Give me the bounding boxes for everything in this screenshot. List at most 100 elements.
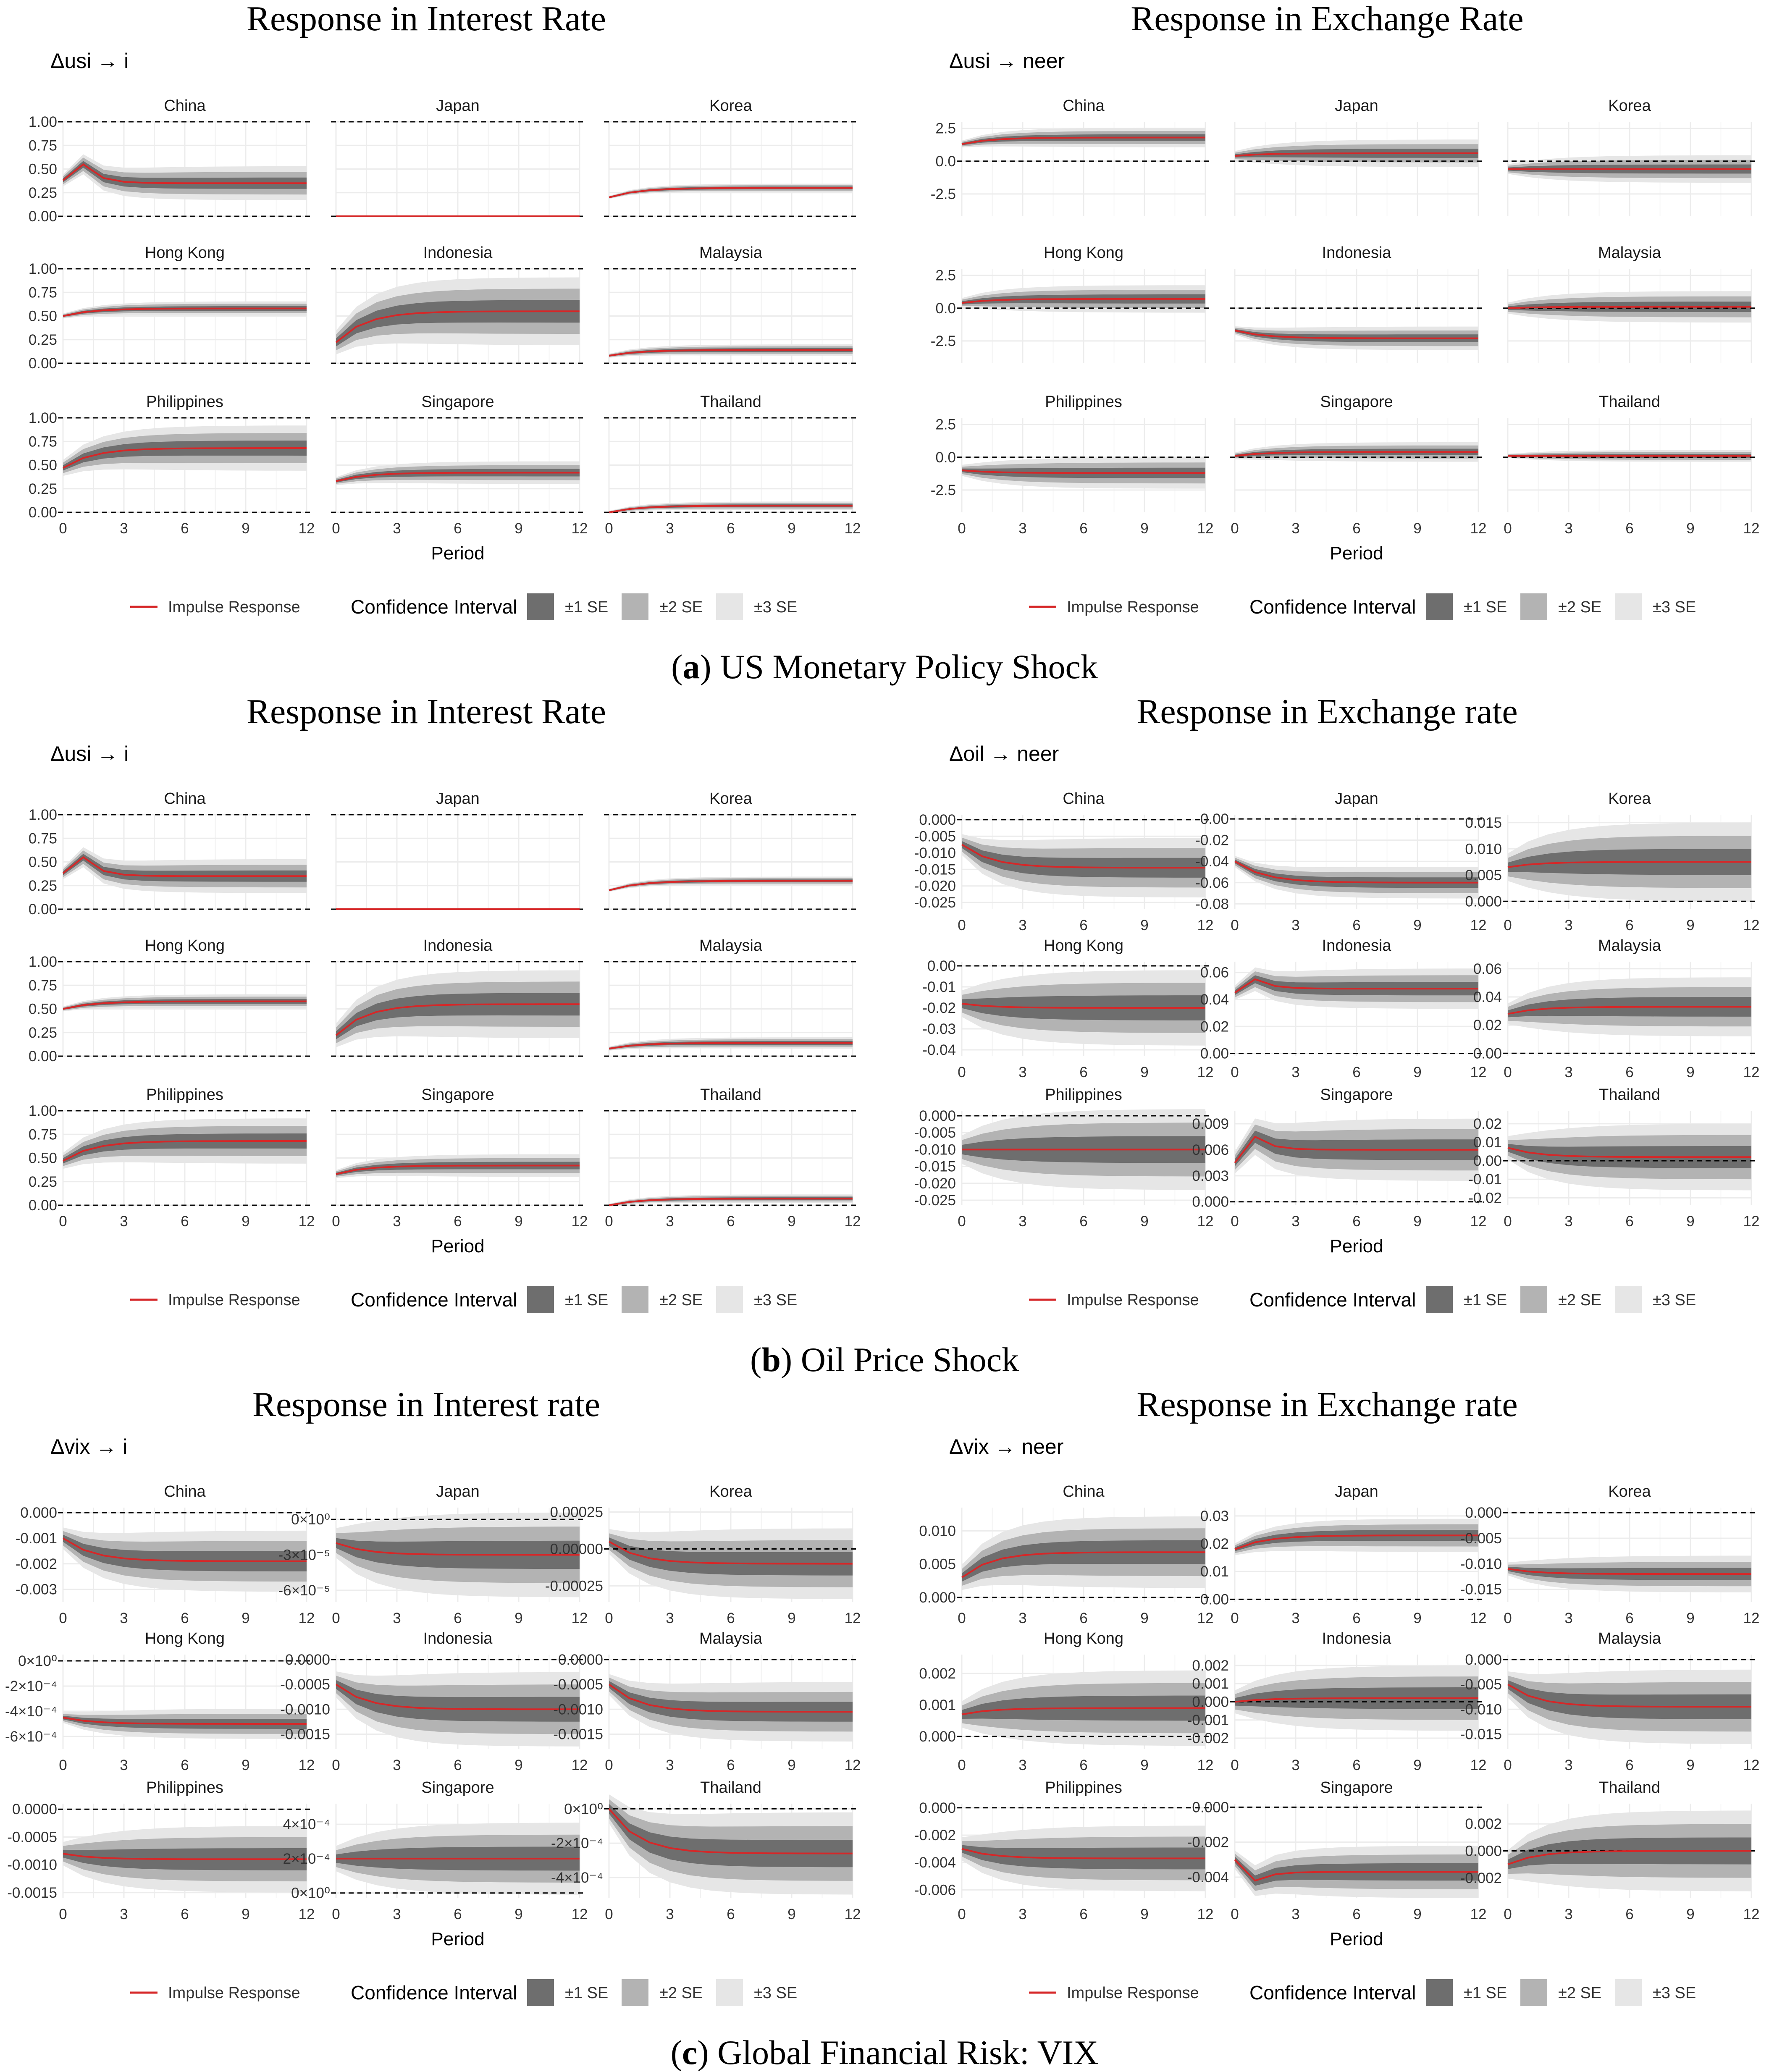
impulse-response-line xyxy=(336,1165,580,1175)
y-tick-label: 0.010 xyxy=(1465,841,1502,857)
y-tick-label: -0.010 xyxy=(1460,1556,1502,1572)
facet-singapore: Singapore 0 3 6 9 12 xyxy=(331,1086,588,1230)
impulse-response-line xyxy=(1234,152,1478,157)
y-tick-label: -0.02 xyxy=(1195,832,1229,849)
impulse-response-line xyxy=(608,1684,853,1713)
x-tick-label: 6 xyxy=(454,1757,462,1773)
impulse-response-line xyxy=(1507,1006,1751,1015)
y-tick-label: -4×10⁻⁴ xyxy=(5,1703,57,1720)
impulse-response-line xyxy=(63,1717,307,1725)
legend-band-label: ±2 SE xyxy=(1558,598,1601,616)
facet-label: Hong Kong xyxy=(145,1630,225,1647)
impulse-response-line xyxy=(609,1198,853,1206)
y-tick-label: 0.50 xyxy=(29,308,57,325)
facet-label: China xyxy=(1063,1483,1105,1500)
x-tick-label: 3 xyxy=(1564,520,1572,537)
facet-indonesia: Indonesia xyxy=(331,937,585,1057)
impulse-response-line xyxy=(1234,1534,1478,1550)
shock-label: Δoil → neer xyxy=(949,742,1059,766)
legend-line-label: Impulse Response xyxy=(168,598,300,616)
facet-label: Indonesia xyxy=(423,937,493,955)
y-tick-label: 0.009 xyxy=(1192,1116,1229,1132)
x-tick-label: 9 xyxy=(514,1906,522,1923)
impulse-response-line xyxy=(961,844,1205,869)
x-tick-label: 3 xyxy=(1018,520,1026,537)
x-tick-label: 12 xyxy=(1470,520,1487,537)
x-tick-label: 12 xyxy=(299,1610,315,1626)
facet-japan: Japan xyxy=(1230,97,1483,216)
x-tick-label: 3 xyxy=(1291,917,1299,934)
impulse-response-line xyxy=(63,447,307,469)
y-tick-label: -0.010 xyxy=(1460,1701,1502,1718)
facet-singapore: Singapore 0.000 0.003 0.006 0.009 0 3 6 9 12 xyxy=(1192,1086,1486,1230)
y-tick-label: -0.002 xyxy=(914,1827,956,1844)
y-tick-label: -0.025 xyxy=(914,894,956,911)
legend-band-label: ±2 SE xyxy=(1558,1984,1601,2002)
facet-hong-kong: Hong Kong 0.00 0.25 0.50 0.75 1.00 xyxy=(29,244,312,372)
facet-label: Korea xyxy=(1608,1483,1651,1500)
legend-band-swatch-2 xyxy=(1520,593,1547,620)
y-tick-label: -2×10⁻⁴ xyxy=(5,1678,57,1694)
y-tick-label: 0.001 xyxy=(919,1697,956,1713)
y-tick-label: 1.00 xyxy=(29,410,57,426)
y-tick-label: 0×10⁰ xyxy=(18,1653,57,1669)
x-tick-label: 0 xyxy=(59,1610,67,1626)
x-tick-label: 9 xyxy=(1413,520,1421,537)
x-tick-label: 12 xyxy=(1470,1610,1487,1626)
x-tick-label: 12 xyxy=(299,1906,315,1923)
x-tick-label: 0 xyxy=(958,1610,966,1626)
y-tick-label: 0.01 xyxy=(1200,1563,1229,1580)
impulse-response-line xyxy=(961,136,1205,145)
facet-philippines: Philippines 0.00 0.25 0.50 0.75 1.00 0 3 6 9 12 xyxy=(29,393,315,537)
y-tick-label: 0.0000 xyxy=(558,1652,603,1668)
y-tick-label: -6×10⁻⁵ xyxy=(278,1582,330,1599)
panel-title: Response in Exchange Rate xyxy=(1131,0,1523,38)
x-tick-label: 9 xyxy=(1140,1213,1148,1230)
facet-thailand: Thailand 0.002 0.000 -0.002 0 3 6 9 12 xyxy=(1460,1779,1760,1923)
facet-philippines: Philippines 0.000-0.005-0.010-0.015-0.020… xyxy=(914,1086,1214,1230)
legend-band-label: ±3 SE xyxy=(1653,1291,1696,1309)
y-tick-label: 1.00 xyxy=(29,954,57,970)
x-axis-title: Period xyxy=(431,1236,484,1256)
y-tick-label: -0.01 xyxy=(1468,1171,1502,1188)
x-tick-label: 12 xyxy=(1197,1757,1214,1773)
x-tick-label: 0 xyxy=(958,1064,966,1081)
y-tick-label: 0.03 xyxy=(1200,1508,1229,1524)
legend-ci-title: Confidence Interval xyxy=(351,1289,517,1311)
legend-band-label: ±1 SE xyxy=(565,1984,608,2002)
x-tick-label: 0 xyxy=(958,1757,966,1773)
x-tick-label: 6 xyxy=(454,520,462,537)
y-tick-label: 0.00 xyxy=(927,958,956,974)
x-tick-label: 3 xyxy=(1564,1213,1572,1230)
y-tick-label: 0.00 xyxy=(1473,1045,1502,1062)
x-tick-label: 9 xyxy=(1413,1064,1421,1081)
facet-label: Singapore xyxy=(421,1086,494,1104)
x-tick-label: 12 xyxy=(1743,1610,1760,1626)
y-tick-label: -0.005 xyxy=(914,828,956,845)
facet-thailand: Thailand 0.02 0.01 0.00 -0.01 -0.020 3 6 9 12 xyxy=(1468,1086,1759,1230)
y-tick-label: -0.01 xyxy=(922,979,956,995)
y-tick-label: 0.50 xyxy=(29,161,57,178)
x-tick-label: 12 xyxy=(1197,1064,1214,1081)
facet-label: Malaysia xyxy=(699,937,763,955)
x-tick-label: 3 xyxy=(1564,1906,1572,1923)
facet-japan: Japan 0.00 -0.02 -0.04 -0.06 -0.080 3 6 9 12 xyxy=(1195,790,1486,934)
y-tick-label: -0.06 xyxy=(1195,875,1229,891)
x-tick-label: 3 xyxy=(1564,917,1572,934)
y-tick-label: 0.04 xyxy=(1473,989,1502,1005)
panel-exchange-rate: Response in Exchange Rate Δusi → neer Chin… xyxy=(931,0,1759,620)
x-axis-title: Period xyxy=(1330,1236,1383,1256)
x-tick-label: 3 xyxy=(1291,1906,1299,1923)
x-tick-label: 3 xyxy=(1018,1064,1026,1081)
facet-china: China 0.000 0.005 0.010 0 3 6 9 12 xyxy=(919,1483,1213,1626)
facet-thailand: Thailand 0 3 6 9 12 xyxy=(604,393,861,537)
facet-label: Hong Kong xyxy=(145,937,225,955)
x-tick-label: 0 xyxy=(958,1906,966,1923)
y-tick-label: -2×10⁻⁴ xyxy=(551,1835,603,1852)
legend-band-label: ±2 SE xyxy=(659,1984,703,2002)
x-tick-label: 9 xyxy=(241,1906,249,1923)
legend-line-label: Impulse Response xyxy=(1067,1984,1199,2002)
x-tick-label: 6 xyxy=(181,1213,189,1230)
